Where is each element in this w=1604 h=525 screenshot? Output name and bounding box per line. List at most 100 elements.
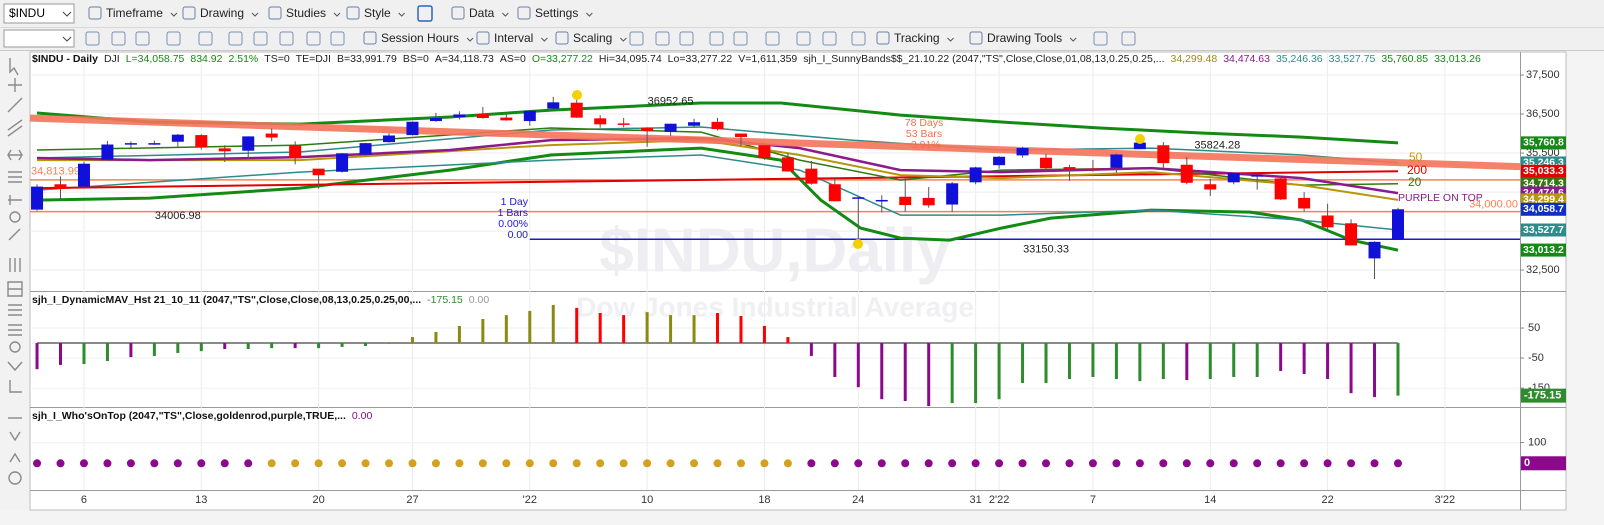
dropdown-arrow bbox=[251, 12, 259, 17]
list-icon[interactable] bbox=[8, 324, 22, 336]
toolbar-icon[interactable] bbox=[253, 31, 268, 46]
toolbar-icon[interactable] bbox=[655, 31, 670, 46]
candle-body bbox=[1016, 148, 1029, 156]
candle-body bbox=[359, 143, 372, 155]
toolbar-button[interactable]: Drawing Tools bbox=[987, 31, 1062, 45]
list-icon[interactable] bbox=[8, 304, 22, 316]
toolbar-icon[interactable] bbox=[1093, 31, 1108, 46]
toolbar-icon[interactable] bbox=[228, 31, 243, 46]
toolbar-icon[interactable] bbox=[629, 31, 644, 46]
toolbar-icon bbox=[363, 31, 377, 45]
histogram-bar bbox=[1185, 343, 1189, 380]
toolbar-button[interactable]: Timeframe bbox=[106, 6, 163, 20]
measure-icon[interactable] bbox=[7, 149, 23, 161]
state-dot bbox=[1206, 459, 1215, 468]
toolbar-icon[interactable] bbox=[417, 5, 433, 22]
channel-icon[interactable] bbox=[7, 119, 23, 137]
state-dot bbox=[1135, 459, 1144, 468]
left-toolbar bbox=[0, 52, 29, 510]
histogram-bar bbox=[434, 331, 438, 344]
candle-body bbox=[641, 127, 654, 131]
candle-body bbox=[1063, 167, 1076, 170]
state-dot bbox=[173, 459, 182, 468]
toolbar-icon[interactable] bbox=[306, 31, 321, 46]
down-icon[interactable] bbox=[7, 361, 23, 372]
toolbar-icon[interactable] bbox=[111, 31, 126, 46]
arrow-up-icon[interactable] bbox=[9, 452, 21, 463]
toolbar-button[interactable]: Scaling bbox=[573, 31, 612, 45]
histogram-bar bbox=[129, 343, 133, 358]
toolbar-button[interactable]: Settings bbox=[535, 6, 578, 20]
toolbar-button[interactable]: Session Hours bbox=[381, 31, 459, 45]
measure-note: 0.00% bbox=[498, 218, 528, 230]
toolbar-icon[interactable] bbox=[796, 31, 811, 46]
toolbar-icon[interactable] bbox=[851, 31, 866, 46]
panel-header-value: TE=DJI bbox=[296, 53, 331, 65]
indicator-line bbox=[36, 126, 1399, 164]
toolbar-icon[interactable] bbox=[330, 31, 345, 46]
value-box bbox=[1521, 388, 1566, 403]
axis-icon[interactable] bbox=[9, 380, 22, 393]
histogram-bar bbox=[1021, 343, 1025, 383]
cycle-icon[interactable] bbox=[9, 211, 21, 223]
toolbar-icon[interactable] bbox=[279, 31, 294, 46]
toolbar-button[interactable]: Style bbox=[364, 6, 391, 20]
toolbar-icon[interactable] bbox=[85, 31, 100, 46]
toolbar-button[interactable]: Data bbox=[469, 6, 495, 20]
toolbar-icon[interactable] bbox=[198, 31, 213, 46]
pointer-icon[interactable] bbox=[9, 58, 19, 76]
toolbar: $INDU Timeframe Drawing Studies Style Data Set… bbox=[3, 3, 1136, 48]
candle-body bbox=[758, 145, 771, 159]
grid-icon[interactable] bbox=[7, 281, 23, 297]
symbol-input[interactable]: $INDU bbox=[9, 6, 45, 20]
panel-header-value: Hi=34,095.74 bbox=[599, 53, 662, 65]
panel-header-value: 33,013.26 bbox=[1434, 53, 1481, 65]
histogram-bar bbox=[786, 337, 790, 344]
arrow-down-icon[interactable] bbox=[9, 431, 21, 442]
text-icon[interactable] bbox=[8, 195, 22, 205]
panel-title: $INDU - Daily bbox=[32, 53, 98, 65]
bars-icon[interactable] bbox=[9, 258, 21, 272]
line-icon[interactable] bbox=[7, 97, 23, 113]
price-box-label: 34,299.4 bbox=[1523, 194, 1564, 206]
toolbar-button[interactable]: Studies bbox=[286, 6, 326, 20]
symbol-box[interactable] bbox=[3, 3, 75, 24]
crosshair-icon[interactable] bbox=[8, 78, 22, 92]
pen-icon[interactable] bbox=[8, 228, 21, 241]
toolbar-icon[interactable] bbox=[822, 31, 837, 46]
toolbar-icon bbox=[451, 6, 465, 20]
toolbar-button[interactable]: Tracking bbox=[894, 31, 940, 45]
toolbar-button[interactable]: Drawing bbox=[200, 6, 244, 20]
toolbar-icon[interactable] bbox=[765, 31, 780, 46]
dropdown-arrow bbox=[398, 12, 406, 17]
toolbar-icon[interactable] bbox=[733, 31, 748, 46]
candle-body bbox=[1321, 215, 1334, 228]
fib-icon[interactable] bbox=[8, 171, 22, 183]
state-dot bbox=[478, 459, 487, 468]
value-box bbox=[1521, 456, 1566, 471]
state-dot bbox=[572, 459, 581, 468]
state-dot bbox=[244, 459, 253, 468]
y-tick-label: 100 bbox=[1528, 436, 1546, 448]
toolbar-icon[interactable] bbox=[1121, 31, 1136, 46]
histogram-bar bbox=[528, 310, 532, 344]
plot: 6 13 20 27 '22 10 18 24 31 2'22 7 14 22 3'22 32,500 33,… bbox=[29, 52, 1566, 506]
toolbar-icon bbox=[182, 6, 196, 20]
toolbar-icon[interactable] bbox=[135, 31, 150, 46]
toolbar-button[interactable]: Interval bbox=[494, 31, 533, 45]
state-dot bbox=[502, 459, 511, 468]
candle-body bbox=[781, 157, 794, 172]
interval-box[interactable] bbox=[3, 29, 75, 48]
toolbar-icon[interactable] bbox=[166, 31, 181, 46]
histogram-bar bbox=[622, 315, 626, 344]
state-dot bbox=[830, 459, 839, 468]
candle-body bbox=[570, 102, 583, 118]
value-box-label: 0 bbox=[1524, 457, 1530, 469]
target-icon[interactable] bbox=[9, 341, 21, 353]
x-tick-label: 3'22 bbox=[1435, 494, 1455, 506]
candle-body bbox=[383, 135, 396, 143]
toolbar-icon[interactable] bbox=[679, 31, 694, 46]
toolbar-icon[interactable] bbox=[709, 31, 724, 46]
price-box bbox=[1521, 164, 1566, 178]
circle-icon[interactable] bbox=[8, 471, 22, 485]
